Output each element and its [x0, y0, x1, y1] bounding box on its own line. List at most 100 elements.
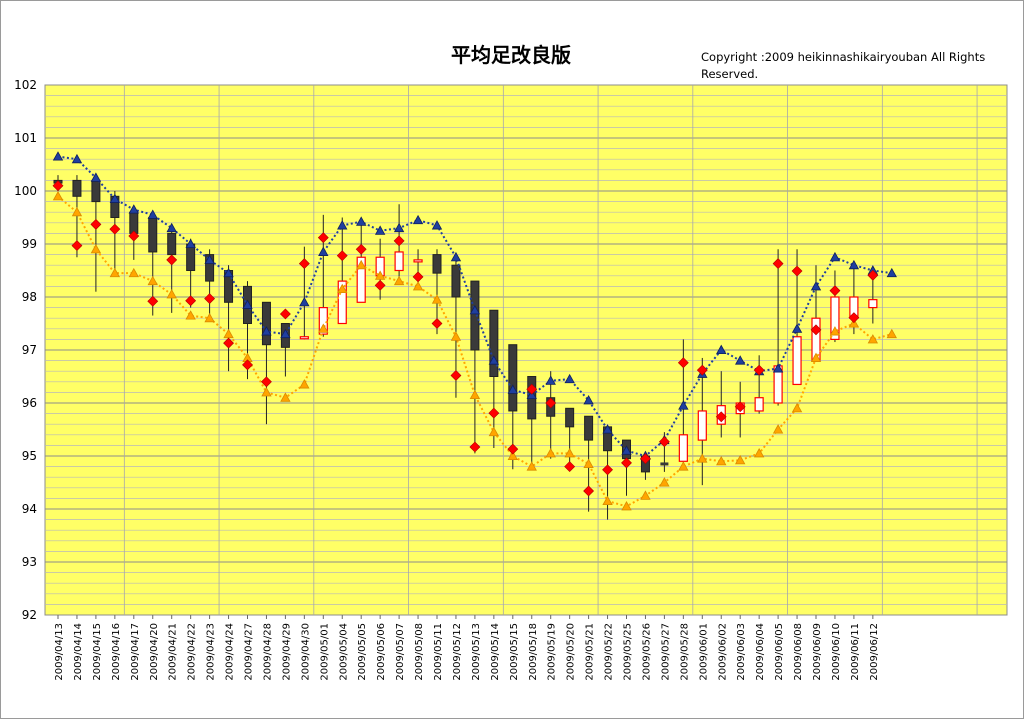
diamond-marker — [90, 218, 102, 230]
lower-triangle-marker — [71, 206, 83, 217]
x-tick-label: 2009/06/12 — [869, 623, 880, 681]
diamond-marker — [279, 308, 291, 320]
candle-body-bearish — [261, 301, 271, 346]
candle-body-bullish — [413, 259, 423, 263]
lower-triangle-marker — [810, 352, 822, 362]
x-tick-label: 2009/06/01 — [698, 623, 709, 681]
diamond-marker — [166, 254, 178, 266]
upper-triangle-marker — [412, 214, 424, 225]
upper-triangle-marker — [109, 193, 121, 203]
upper-triangle-marker — [223, 267, 234, 278]
x-tick-label: 2009/05/26 — [641, 623, 652, 681]
x-tick-label: 2009/04/17 — [130, 623, 141, 681]
y-tick-label: 93 — [22, 555, 37, 569]
lower-triangle-marker — [621, 501, 632, 511]
candle-body-bullish — [830, 296, 840, 341]
upper-triangle-marker — [621, 445, 632, 455]
lower-triangle-marker — [791, 402, 803, 413]
candle-body-bullish — [754, 397, 764, 412]
diamond-marker — [109, 223, 121, 235]
x-tick-label: 2009/04/21 — [168, 623, 179, 681]
upper-triangle-marker — [583, 395, 594, 405]
x-tick-label: 2009/04/16 — [111, 623, 122, 681]
candle-body-bearish — [489, 309, 499, 377]
x-tick-label: 2009/05/04 — [338, 623, 349, 681]
x-tick-label: 2009/05/15 — [509, 623, 520, 681]
x-tick-label: 2009/04/20 — [149, 623, 160, 681]
diamond-marker — [658, 436, 670, 448]
x-tick-label: 2009/04/27 — [244, 623, 255, 681]
lower-triangle-marker — [318, 323, 329, 333]
candle-body-bearish — [508, 344, 518, 412]
candle-body-bullish — [792, 336, 802, 386]
diamond-marker — [829, 285, 841, 297]
candle-body-bullish — [356, 256, 366, 303]
x-tick-label: 2009/06/11 — [850, 623, 861, 681]
x-tick-label: 2009/04/28 — [262, 623, 273, 681]
y-tick-label: 98 — [22, 290, 37, 304]
upper-triangle-marker — [848, 259, 860, 270]
x-tick-label: 2009/05/11 — [433, 623, 444, 681]
diamond-marker — [128, 230, 140, 242]
lower-triangle-marker — [299, 379, 310, 389]
upper-triangle-marker — [374, 225, 386, 235]
diamond-marker — [185, 295, 197, 307]
upper-triangle-marker — [791, 323, 803, 333]
diamond-marker — [867, 269, 879, 281]
lower-triangle-marker — [602, 495, 613, 506]
candle-body-bullish — [299, 336, 309, 340]
x-tick-label: 2009/04/22 — [187, 623, 198, 681]
upper-triangle-marker — [678, 400, 689, 410]
x-tick-label: 2009/05/08 — [414, 623, 425, 681]
upper-triangle-marker — [261, 326, 272, 336]
lower-triangle-marker — [109, 267, 121, 278]
upper-triangle-marker — [166, 222, 177, 233]
candle-body-bearish — [432, 254, 442, 274]
x-tick-label: 2009/04/23 — [206, 623, 217, 681]
candle-body-bearish — [584, 415, 594, 441]
candle-body-bearish — [129, 211, 139, 234]
upper-triangle-marker — [242, 299, 253, 309]
y-tick-label: 101 — [14, 131, 37, 145]
upper-triangle-marker — [280, 328, 291, 339]
x-tick-label: 2009/05/01 — [319, 623, 330, 681]
diamond-marker — [393, 235, 405, 247]
upper-triangle-marker — [90, 172, 102, 182]
lower-triangle-marker — [431, 294, 443, 304]
y-tick-label: 100 — [14, 184, 37, 198]
x-tick-label: 2009/06/10 — [831, 623, 842, 681]
x-tick-label: 2009/05/05 — [357, 623, 368, 681]
candle-body-bullish — [318, 307, 328, 335]
upper-triangle-marker — [128, 204, 139, 214]
lower-triangle-marker — [204, 312, 215, 323]
diamond-marker — [734, 401, 746, 413]
candle-body-bearish — [565, 407, 575, 428]
upper-triangle-marker — [147, 209, 158, 219]
diamond-marker — [583, 485, 595, 497]
x-tick-label: 2009/05/12 — [452, 623, 463, 681]
x-tick-label: 2009/05/18 — [528, 623, 539, 681]
diamond-marker — [488, 407, 500, 419]
upper-triangle-marker — [810, 281, 822, 291]
lower-triangle-marker — [280, 392, 291, 402]
upper-triangle-marker — [299, 296, 310, 307]
upper-triangle-marker — [564, 373, 575, 384]
lower-triangle-marker — [659, 477, 670, 487]
candle-body-bearish — [470, 280, 480, 351]
candle-body-bullish — [678, 434, 688, 462]
diamond-marker — [374, 279, 386, 291]
diamond-marker — [469, 441, 481, 453]
x-tick-label: 2009/05/22 — [604, 623, 615, 681]
upper-triangle-marker — [337, 220, 348, 230]
candle-body-bullish — [337, 280, 347, 325]
lower-triangle-marker — [128, 267, 139, 278]
lower-triangle-marker — [147, 275, 158, 286]
lower-triangle-marker — [697, 453, 708, 463]
lower-triangle-marker — [52, 190, 64, 201]
x-tick-label: 2009/05/25 — [623, 623, 634, 681]
diamond-marker — [848, 312, 860, 324]
diamond-marker — [223, 337, 234, 349]
upper-triangle-marker — [886, 267, 897, 278]
chart-title: 平均足改良版 — [451, 43, 571, 67]
diamond-marker — [355, 243, 367, 255]
